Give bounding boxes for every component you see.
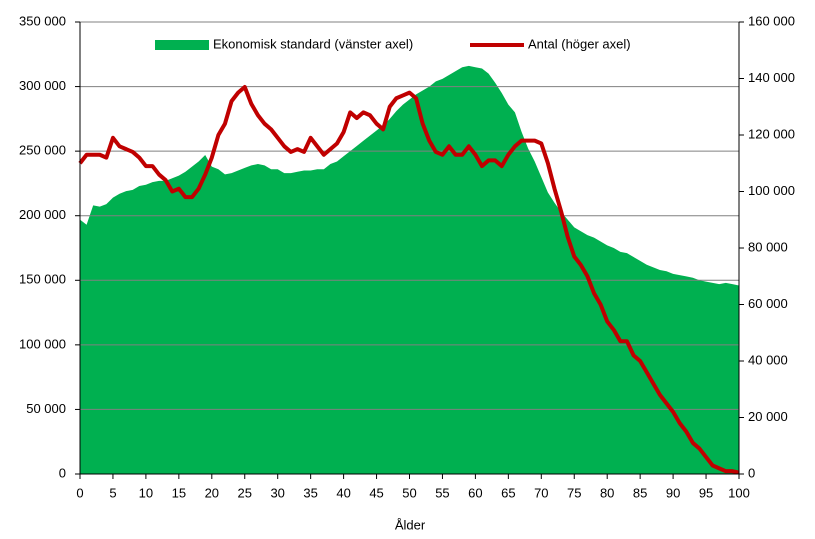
x-tick-label: 0	[76, 485, 83, 500]
y2-tick-label: 140 000	[748, 70, 795, 85]
y-tick-label: 100 000	[19, 336, 66, 351]
y-tick-label: 200 000	[19, 207, 66, 222]
x-tick-label: 25	[238, 485, 252, 500]
x-tick-label: 70	[534, 485, 548, 500]
y-tick-label: 150 000	[19, 272, 66, 287]
x-tick-label: 65	[501, 485, 515, 500]
x-tick-label: 45	[369, 485, 383, 500]
y2-tick-label: 40 000	[748, 352, 788, 367]
y2-tick-label: 80 000	[748, 239, 788, 254]
line	[78, 84, 740, 475]
x-tick-label: 90	[666, 485, 680, 500]
y-tick-label: 250 000	[19, 143, 66, 158]
x-tick-label: 85	[633, 485, 647, 500]
x-tick-label: 15	[172, 485, 186, 500]
legend-label: Antal (höger axel)	[528, 36, 631, 51]
x-tick-label: 75	[567, 485, 581, 500]
x-axis-label: Ålder	[395, 517, 426, 532]
y2-tick-label: 160 000	[748, 13, 795, 28]
y-tick-label: 300 000	[19, 78, 66, 93]
area	[80, 65, 739, 474]
x-tick-label: 50	[402, 485, 416, 500]
y2-tick-label: 60 000	[748, 296, 788, 311]
y2-tick-label: 0	[748, 465, 755, 480]
x-tick-label: 100	[728, 485, 750, 500]
y-tick-label: 350 000	[19, 13, 66, 28]
legend-swatch	[155, 40, 209, 50]
x-tick-label: 80	[600, 485, 614, 500]
x-tick-label: 35	[303, 485, 317, 500]
x-tick-label: 20	[205, 485, 219, 500]
y2-tick-label: 120 000	[748, 126, 795, 141]
x-tick-label: 60	[468, 485, 482, 500]
y-tick-label: 50 000	[26, 401, 66, 416]
y2-tick-label: 100 000	[748, 183, 795, 198]
x-tick-label: 5	[109, 485, 116, 500]
x-tick-label: 40	[336, 485, 350, 500]
y-tick-label: 0	[59, 465, 66, 480]
x-tick-label: 95	[699, 485, 713, 500]
legend-label: Ekonomisk standard (vänster axel)	[213, 36, 413, 51]
x-tick-label: 10	[139, 485, 153, 500]
y2-tick-label: 20 000	[748, 409, 788, 424]
x-tick-label: 55	[435, 485, 449, 500]
x-tick-label: 30	[270, 485, 284, 500]
